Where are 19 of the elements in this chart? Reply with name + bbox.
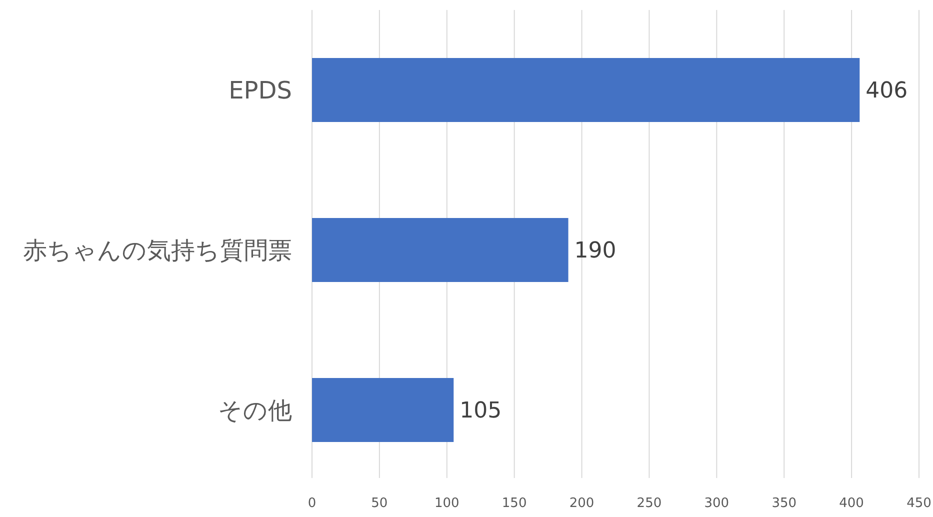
data-label: 406 <box>866 78 908 104</box>
x-tick-label: 50 <box>371 496 388 511</box>
x-tick-label: 450 <box>906 496 932 511</box>
x-tick-label: 150 <box>502 496 527 511</box>
bar <box>312 218 568 282</box>
x-tick-label: 0 <box>308 496 316 511</box>
x-tick-label: 100 <box>434 496 460 511</box>
data-label: 190 <box>574 238 616 264</box>
bar <box>312 58 860 122</box>
x-tick-label: 200 <box>569 496 594 511</box>
y-tick-label: EPDS <box>228 76 292 104</box>
x-tick-label: 400 <box>839 496 864 511</box>
data-label: 105 <box>460 398 502 424</box>
x-tick-label: 250 <box>636 496 662 511</box>
bar <box>312 378 454 442</box>
x-tick-label: 300 <box>704 496 730 511</box>
y-tick-label: その他 <box>218 396 292 424</box>
y-tick-label: 赤ちゃんの気持ち質問票 <box>23 236 292 264</box>
x-tick-label: 350 <box>772 496 797 511</box>
